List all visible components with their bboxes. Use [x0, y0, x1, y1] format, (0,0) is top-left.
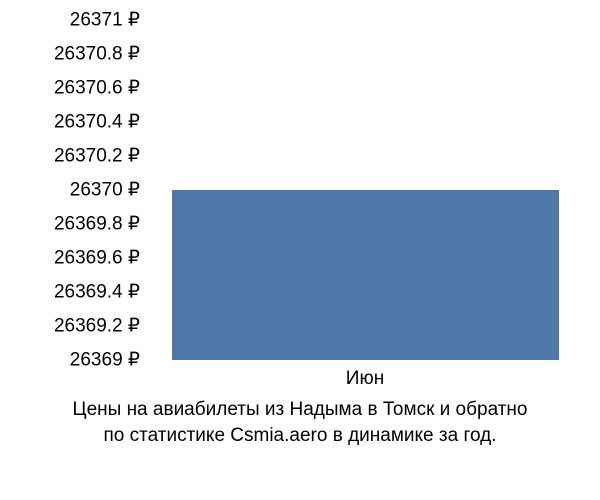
- y-tick-label: 26370 ₽: [70, 179, 140, 202]
- y-tick-label: 26369.4 ₽: [54, 281, 140, 304]
- y-tick-label: 26370.6 ₽: [54, 77, 140, 100]
- caption-line-1: Цены на авиабилеты из Надыма в Томск и о…: [0, 397, 600, 424]
- y-tick-label: 26369 ₽: [70, 349, 140, 372]
- y-axis: 26371 ₽26370.8 ₽26370.6 ₽26370.4 ₽26370.…: [20, 20, 140, 360]
- y-tick-label: 26370.2 ₽: [54, 145, 140, 168]
- caption-line-2: по статистике Csmia.aero в динамике за г…: [0, 423, 600, 450]
- y-tick-label: 26370.4 ₽: [54, 111, 140, 134]
- chart-container: 26371 ₽26370.8 ₽26370.6 ₽26370.4 ₽26370.…: [20, 20, 580, 400]
- y-tick-label: 26369.6 ₽: [54, 247, 140, 270]
- bar: [172, 190, 559, 360]
- y-tick-label: 26369.8 ₽: [54, 213, 140, 236]
- chart-caption: Цены на авиабилеты из Надыма в Томск и о…: [0, 397, 600, 450]
- plot-area: [150, 20, 580, 360]
- x-tick-label: Июн: [150, 368, 580, 390]
- y-tick-label: 26371 ₽: [70, 9, 140, 32]
- y-tick-label: 26370.8 ₽: [54, 43, 140, 66]
- y-tick-label: 26369.2 ₽: [54, 315, 140, 338]
